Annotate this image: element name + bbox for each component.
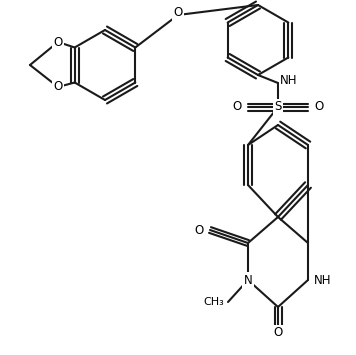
Text: O: O	[53, 36, 63, 49]
Text: N: N	[244, 273, 252, 286]
Text: O: O	[195, 224, 204, 236]
Text: O: O	[233, 100, 242, 114]
Text: CH₃: CH₃	[203, 297, 224, 307]
Text: O: O	[173, 6, 183, 20]
Text: S: S	[274, 100, 282, 114]
Text: O: O	[53, 81, 63, 93]
Text: O: O	[314, 100, 323, 114]
Text: O: O	[273, 327, 283, 339]
Text: NH: NH	[280, 75, 298, 87]
Text: NH: NH	[314, 273, 331, 286]
